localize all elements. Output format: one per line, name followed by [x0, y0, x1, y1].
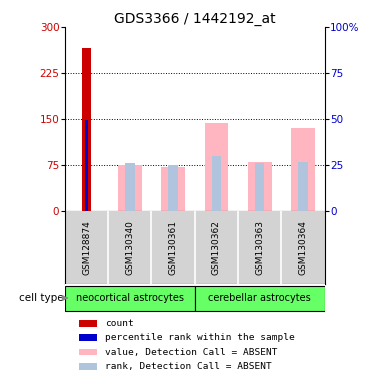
Text: GSM130361: GSM130361 — [169, 220, 178, 275]
Text: value, Detection Call = ABSENT: value, Detection Call = ABSENT — [105, 348, 278, 357]
Text: count: count — [105, 319, 134, 328]
Text: GSM130362: GSM130362 — [212, 220, 221, 275]
Text: GSM130364: GSM130364 — [299, 220, 308, 275]
Bar — [79, 363, 97, 370]
Bar — [125, 163, 135, 211]
Text: percentile rank within the sample: percentile rank within the sample — [105, 333, 295, 342]
Bar — [168, 165, 178, 211]
Text: rank, Detection Call = ABSENT: rank, Detection Call = ABSENT — [105, 362, 272, 371]
Bar — [85, 120, 88, 211]
Bar — [118, 165, 142, 211]
Text: GSM128874: GSM128874 — [82, 220, 91, 275]
Text: GSM130363: GSM130363 — [255, 220, 264, 275]
Title: GDS3366 / 1442192_at: GDS3366 / 1442192_at — [114, 12, 276, 26]
Bar — [248, 162, 272, 211]
Text: neocortical astrocytes: neocortical astrocytes — [76, 293, 184, 303]
Bar — [161, 167, 185, 211]
Bar — [79, 349, 97, 355]
Bar — [79, 320, 97, 327]
Bar — [298, 162, 308, 211]
Bar — [79, 334, 97, 341]
Bar — [82, 48, 91, 211]
Text: cell type: cell type — [19, 293, 64, 303]
Text: cerebellar astrocytes: cerebellar astrocytes — [209, 293, 311, 303]
Bar — [204, 123, 228, 211]
Bar — [211, 156, 221, 211]
Text: GSM130340: GSM130340 — [125, 220, 134, 275]
Bar — [255, 163, 265, 211]
Bar — [195, 286, 325, 311]
Bar — [65, 286, 195, 311]
Bar — [291, 128, 315, 211]
